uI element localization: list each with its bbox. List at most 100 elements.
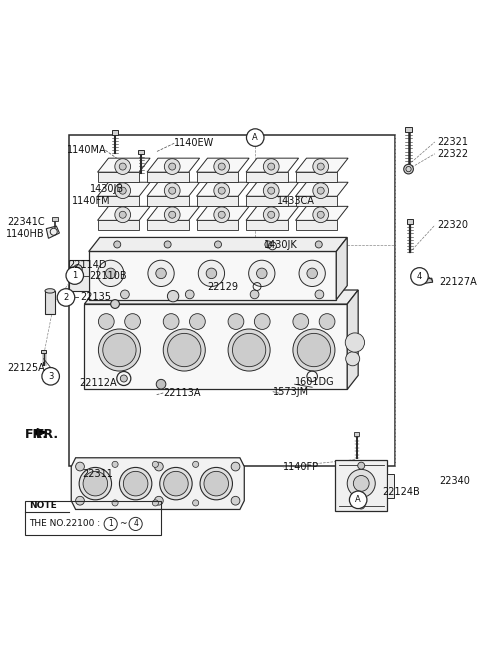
Polygon shape [147, 196, 189, 206]
Text: 4: 4 [417, 272, 422, 281]
Bar [112, 130, 118, 134]
Circle shape [160, 467, 192, 500]
Text: 1140MA: 1140MA [67, 145, 106, 155]
Polygon shape [97, 196, 139, 206]
Circle shape [120, 290, 129, 299]
Circle shape [313, 159, 329, 174]
Polygon shape [296, 182, 348, 196]
Circle shape [163, 329, 205, 371]
Text: 22321: 22321 [437, 137, 468, 147]
Circle shape [119, 211, 126, 218]
Polygon shape [147, 182, 200, 196]
Text: 22113A: 22113A [163, 388, 201, 398]
Circle shape [115, 159, 131, 174]
Circle shape [76, 462, 84, 471]
Polygon shape [147, 206, 200, 220]
Text: 1140HB: 1140HB [6, 229, 45, 239]
Polygon shape [89, 237, 347, 251]
Bar [406, 128, 412, 132]
Polygon shape [84, 304, 347, 390]
Polygon shape [246, 182, 299, 196]
Polygon shape [147, 172, 189, 182]
Circle shape [129, 517, 142, 531]
Circle shape [293, 329, 335, 371]
Circle shape [232, 333, 266, 366]
Circle shape [353, 475, 369, 491]
Text: NOTE: NOTE [29, 501, 57, 509]
Circle shape [125, 314, 141, 329]
Text: 22125A: 22125A [7, 362, 45, 372]
Text: 22129: 22129 [207, 281, 238, 291]
Circle shape [254, 314, 270, 329]
Polygon shape [296, 206, 348, 220]
Text: 4: 4 [133, 519, 138, 529]
Circle shape [215, 241, 221, 248]
Text: 22322: 22322 [437, 149, 468, 159]
Circle shape [347, 469, 375, 497]
Circle shape [192, 462, 199, 467]
Circle shape [313, 183, 329, 199]
Text: THE NO.22100 :: THE NO.22100 : [29, 519, 100, 529]
Circle shape [214, 159, 229, 174]
Polygon shape [46, 226, 60, 238]
Circle shape [404, 164, 413, 174]
Polygon shape [336, 237, 347, 300]
Polygon shape [296, 196, 337, 206]
Polygon shape [196, 182, 249, 196]
Circle shape [319, 314, 335, 329]
Polygon shape [296, 158, 348, 172]
Bar [387, 473, 394, 497]
Polygon shape [69, 260, 89, 291]
Polygon shape [97, 158, 150, 172]
Text: 3: 3 [48, 372, 53, 381]
Bar [138, 150, 144, 154]
Circle shape [307, 268, 317, 279]
Circle shape [411, 268, 428, 285]
Polygon shape [196, 220, 238, 230]
Bar [41, 350, 46, 353]
Circle shape [168, 163, 176, 170]
Circle shape [155, 496, 163, 505]
Text: 1140FP: 1140FP [283, 462, 319, 472]
Circle shape [185, 290, 194, 299]
Circle shape [218, 163, 225, 170]
Polygon shape [296, 172, 337, 182]
Circle shape [246, 129, 264, 146]
Ellipse shape [45, 289, 55, 293]
Circle shape [168, 291, 179, 302]
Circle shape [299, 260, 325, 287]
Bar [354, 432, 360, 436]
Polygon shape [97, 220, 139, 230]
Circle shape [119, 163, 126, 170]
Circle shape [228, 329, 270, 371]
Circle shape [204, 471, 228, 496]
Circle shape [192, 500, 199, 506]
Polygon shape [196, 158, 249, 172]
Circle shape [346, 352, 360, 366]
Circle shape [79, 467, 111, 500]
Circle shape [164, 159, 180, 174]
Circle shape [268, 163, 275, 170]
Circle shape [120, 467, 152, 500]
Text: FR.: FR. [36, 428, 60, 441]
Circle shape [268, 211, 275, 218]
Circle shape [349, 491, 367, 509]
Polygon shape [147, 220, 189, 230]
Polygon shape [246, 220, 288, 230]
Text: 22114D: 22114D [68, 259, 106, 269]
Circle shape [57, 289, 75, 306]
Text: 1140EW: 1140EW [174, 138, 215, 148]
Circle shape [164, 471, 188, 496]
Polygon shape [36, 430, 47, 434]
Circle shape [119, 187, 126, 194]
Circle shape [66, 267, 84, 285]
Circle shape [198, 260, 225, 287]
Circle shape [317, 187, 324, 194]
Circle shape [106, 268, 116, 279]
Circle shape [155, 462, 163, 471]
Circle shape [317, 211, 324, 218]
Circle shape [115, 183, 131, 199]
Text: A: A [355, 495, 361, 504]
Circle shape [265, 241, 272, 248]
Text: 1601DG: 1601DG [295, 378, 334, 388]
